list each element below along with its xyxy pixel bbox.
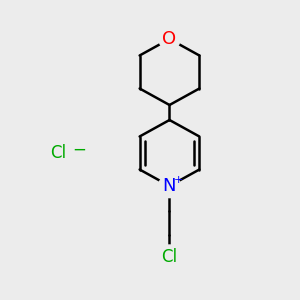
Text: N: N [163,177,176,195]
Text: −: − [72,141,86,159]
Text: O: O [162,30,177,48]
Text: Cl: Cl [50,144,67,162]
Text: +: + [174,175,183,185]
Text: Cl: Cl [161,248,178,266]
